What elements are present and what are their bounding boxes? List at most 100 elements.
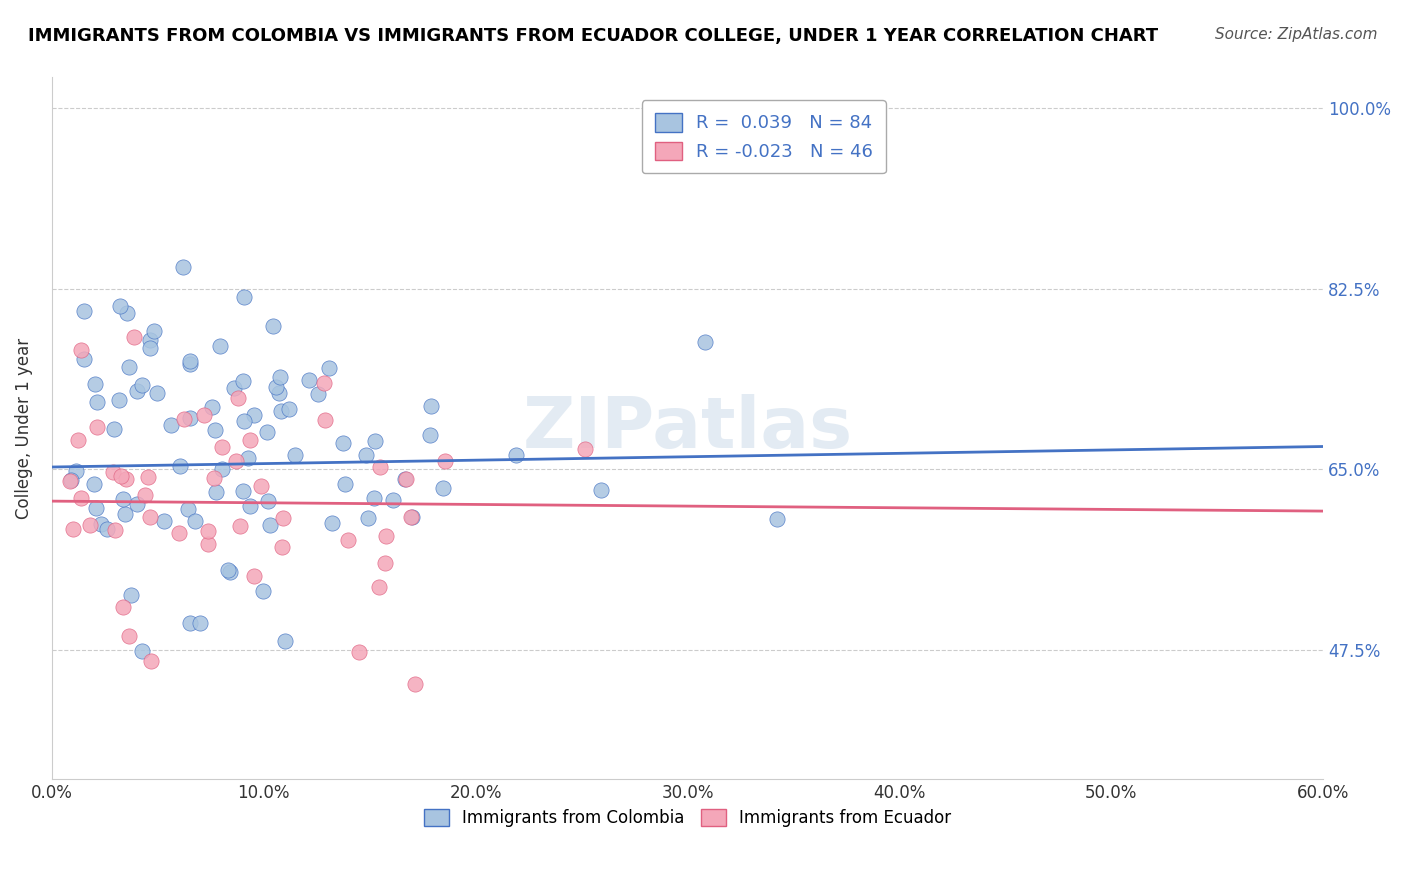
Point (84, 500, 107, 515)
Point (200, 400, 222, 414)
Point (217, 563, 239, 577)
Point (420, 400, 443, 414)
Point (118, 629, 141, 643)
Point (73, 304, 96, 318)
Point (399, 510, 422, 524)
Point (127, 497, 149, 511)
Point (202, 471, 225, 485)
Point (239, 499, 262, 513)
Point (184, 514, 207, 528)
Point (211, 440, 233, 454)
Point (226, 392, 249, 406)
Point (314, 413, 336, 427)
Point (124, 329, 146, 343)
Point (179, 357, 201, 371)
Point (143, 325, 166, 339)
Point (233, 414, 256, 428)
Point (188, 615, 211, 630)
Point (337, 533, 360, 547)
Point (197, 524, 219, 539)
Point (169, 525, 191, 540)
Point (404, 677, 426, 691)
Point (283, 448, 305, 462)
Point (271, 511, 294, 525)
Point (222, 381, 245, 395)
Point (136, 470, 159, 484)
Point (115, 473, 138, 487)
Point (232, 483, 254, 498)
Point (111, 600, 134, 615)
Point (115, 306, 138, 320)
Point (193, 408, 215, 422)
Point (66, 433, 89, 447)
Point (70, 491, 93, 506)
Point (318, 360, 340, 375)
Point (363, 491, 385, 505)
Point (357, 511, 380, 525)
Point (177, 502, 200, 516)
Point (432, 481, 454, 495)
Point (114, 508, 136, 522)
Point (312, 376, 335, 391)
Point (86, 420, 108, 434)
Point (364, 434, 387, 449)
Point (233, 290, 256, 304)
Point (765, 512, 787, 526)
Point (172, 260, 194, 274)
Point (274, 634, 297, 648)
Point (209, 339, 232, 353)
Point (197, 536, 219, 550)
Point (204, 485, 226, 500)
Point (232, 374, 254, 388)
Point (134, 487, 156, 501)
Point (146, 385, 169, 400)
Point (395, 472, 418, 486)
Text: IMMIGRANTS FROM COLOMBIA VS IMMIGRANTS FROM ECUADOR COLLEGE, UNDER 1 YEAR CORREL: IMMIGRANTS FROM COLOMBIA VS IMMIGRANTS F… (28, 27, 1159, 45)
Point (125, 384, 148, 398)
Point (307, 387, 329, 401)
Point (238, 450, 260, 465)
Point (394, 472, 416, 486)
Point (419, 427, 441, 442)
Point (382, 492, 405, 507)
Point (278, 401, 301, 416)
Point (83, 476, 105, 491)
Point (179, 353, 201, 368)
Point (368, 460, 391, 475)
Y-axis label: College, Under 1 year: College, Under 1 year (15, 337, 32, 519)
Point (368, 580, 391, 594)
Point (83, 377, 105, 392)
Point (347, 645, 370, 659)
Point (374, 556, 396, 570)
Point (138, 334, 160, 348)
Point (118, 360, 141, 375)
Point (298, 373, 321, 387)
Point (108, 393, 131, 408)
Point (434, 454, 457, 468)
Point (169, 458, 191, 473)
Point (103, 465, 125, 479)
Point (103, 422, 125, 436)
Point (264, 379, 287, 393)
Point (271, 540, 294, 554)
Point (160, 418, 183, 433)
Point (262, 318, 284, 333)
Point (243, 408, 266, 422)
Point (505, 448, 527, 462)
Point (204, 423, 226, 437)
Point (173, 412, 195, 426)
Point (252, 584, 274, 599)
Point (256, 425, 278, 439)
Point (69, 343, 91, 357)
Point (332, 435, 354, 450)
Point (110, 468, 132, 483)
Point (354, 448, 377, 462)
Point (695, 335, 717, 350)
Point (270, 404, 292, 418)
Point (333, 477, 356, 491)
Point (211, 462, 233, 476)
Point (375, 529, 398, 543)
Point (131, 377, 153, 392)
Point (79, 518, 101, 533)
Point (65, 464, 87, 478)
